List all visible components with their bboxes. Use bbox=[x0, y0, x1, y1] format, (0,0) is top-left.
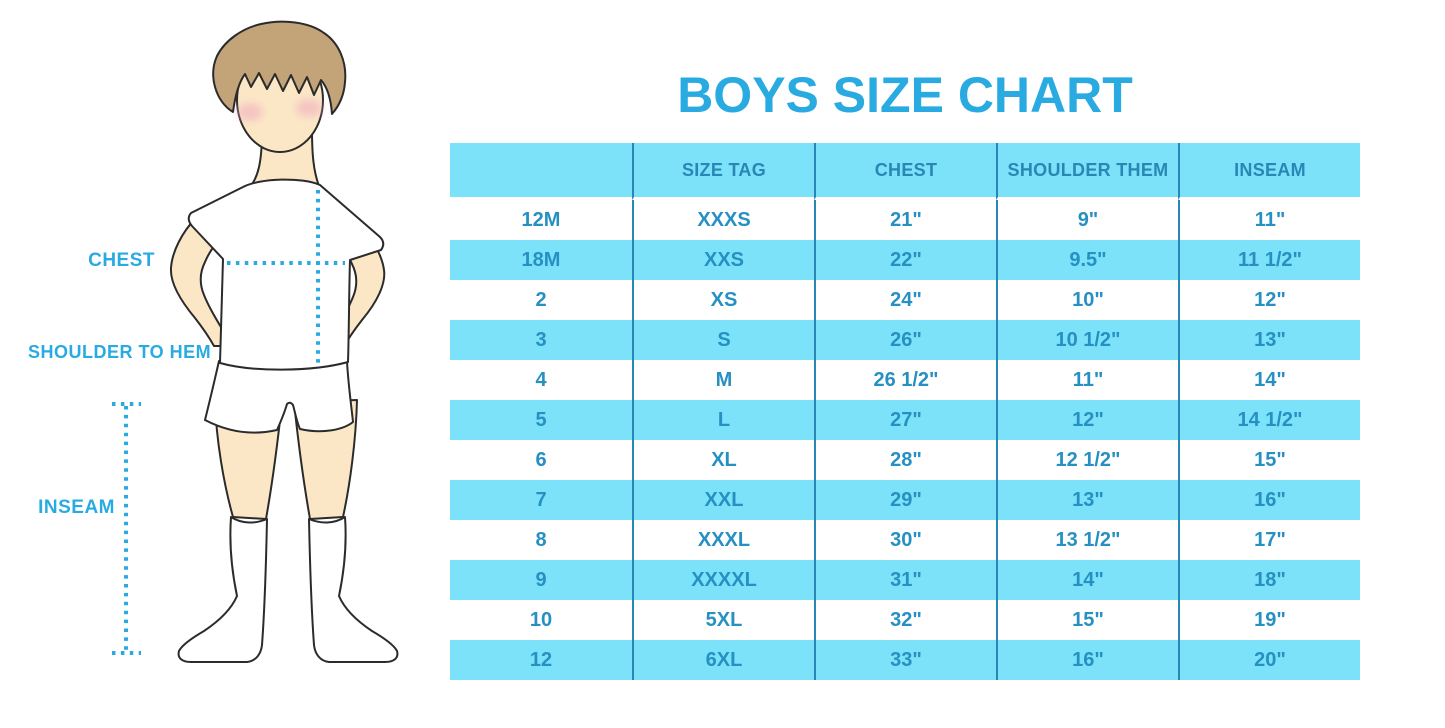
table-cell: XS bbox=[632, 280, 814, 320]
table-cell: 28" bbox=[814, 440, 996, 480]
boy-illustration bbox=[112, 20, 399, 663]
inseam-label: INSEAM bbox=[38, 497, 115, 518]
table-cell: 24" bbox=[814, 280, 996, 320]
header-cell bbox=[450, 143, 632, 200]
table-cell: 20" bbox=[1178, 640, 1360, 680]
table-cell: 13 1/2" bbox=[996, 520, 1178, 560]
table-cell: 15" bbox=[996, 600, 1178, 640]
table-cell: 15" bbox=[1178, 440, 1360, 480]
left-sock bbox=[177, 516, 268, 663]
tshirt bbox=[187, 178, 385, 371]
table-cell: XL bbox=[632, 440, 814, 480]
size-table: SIZE TAG CHEST SHOULDER THEM INSEAM 12M XXXS 2… bbox=[450, 143, 1360, 680]
table-cell: 12" bbox=[996, 400, 1178, 440]
table-cell: 10 1/2" bbox=[996, 320, 1178, 360]
table-cell: 10" bbox=[996, 280, 1178, 320]
table-cell: 12 1/2" bbox=[996, 440, 1178, 480]
table-cell: 16" bbox=[1178, 480, 1360, 520]
table-cell: L bbox=[632, 400, 814, 440]
table-cell: XXXL bbox=[632, 520, 814, 560]
table-cell: 5XL bbox=[632, 600, 814, 640]
table-cell: 22" bbox=[814, 240, 996, 280]
table-cell: 21" bbox=[814, 200, 996, 240]
table-cell: 11" bbox=[996, 360, 1178, 400]
size-row-label: 5 bbox=[450, 400, 632, 440]
size-row-label: 9 bbox=[450, 560, 632, 600]
header-cell: SHOULDER THEM bbox=[996, 143, 1178, 200]
table-cell: 29" bbox=[814, 480, 996, 520]
header-cell: INSEAM bbox=[1178, 143, 1360, 200]
table-cell: 33" bbox=[814, 640, 996, 680]
table-cell: XXXXL bbox=[632, 560, 814, 600]
table-cell: 19" bbox=[1178, 600, 1360, 640]
chest-label: CHEST bbox=[88, 250, 155, 271]
table-cell: XXS bbox=[632, 240, 814, 280]
header-cell: CHEST bbox=[814, 143, 996, 200]
table-cell: 13" bbox=[1178, 320, 1360, 360]
table-cell: 18" bbox=[1178, 560, 1360, 600]
table-cell: 11 1/2" bbox=[1178, 240, 1360, 280]
table-cell: 16" bbox=[996, 640, 1178, 680]
table-cell: 6XL bbox=[632, 640, 814, 680]
header-cell: SIZE TAG bbox=[632, 143, 814, 200]
table-cell: 9" bbox=[996, 200, 1178, 240]
table-cell: 26 1/2" bbox=[814, 360, 996, 400]
size-row-label: 10 bbox=[450, 600, 632, 640]
size-row-label: 8 bbox=[450, 520, 632, 560]
table-cell: 27" bbox=[814, 400, 996, 440]
size-row-label: 18M bbox=[450, 240, 632, 280]
table-cell: XXXS bbox=[632, 200, 814, 240]
table-cell: 32" bbox=[814, 600, 996, 640]
right-sock bbox=[308, 516, 399, 663]
table-cell: M bbox=[632, 360, 814, 400]
size-row-label: 4 bbox=[450, 360, 632, 400]
shoulder-to-hem-label: SHOULDER TO HEM bbox=[28, 342, 212, 362]
left-blush bbox=[237, 103, 263, 121]
table-cell: 9.5" bbox=[996, 240, 1178, 280]
table-cell: 12" bbox=[1178, 280, 1360, 320]
inseam-measure-line bbox=[112, 402, 141, 655]
table-cell: 14" bbox=[1178, 360, 1360, 400]
size-row-label: 12M bbox=[450, 200, 632, 240]
table-cell: 14" bbox=[996, 560, 1178, 600]
table-cell: 13" bbox=[996, 480, 1178, 520]
table-cell: 14 1/2" bbox=[1178, 400, 1360, 440]
table-cell: 31" bbox=[814, 560, 996, 600]
measurement-figure: CHEST SHOULDER TO HEM INSEAM bbox=[0, 0, 450, 723]
shorts bbox=[204, 360, 354, 434]
table-cell: XXL bbox=[632, 480, 814, 520]
size-row-label: 6 bbox=[450, 440, 632, 480]
right-blush bbox=[296, 99, 322, 117]
table-cell: S bbox=[632, 320, 814, 360]
table-cell: 26" bbox=[814, 320, 996, 360]
size-row-label: 3 bbox=[450, 320, 632, 360]
table-cell: 11" bbox=[1178, 200, 1360, 240]
size-row-label: 2 bbox=[450, 280, 632, 320]
hair bbox=[212, 20, 347, 115]
page-title: BOYS SIZE CHART bbox=[677, 66, 1133, 123]
table-cell: 17" bbox=[1178, 520, 1360, 560]
size-row-label: 7 bbox=[450, 480, 632, 520]
table-cell: 30" bbox=[814, 520, 996, 560]
size-row-label: 12 bbox=[450, 640, 632, 680]
